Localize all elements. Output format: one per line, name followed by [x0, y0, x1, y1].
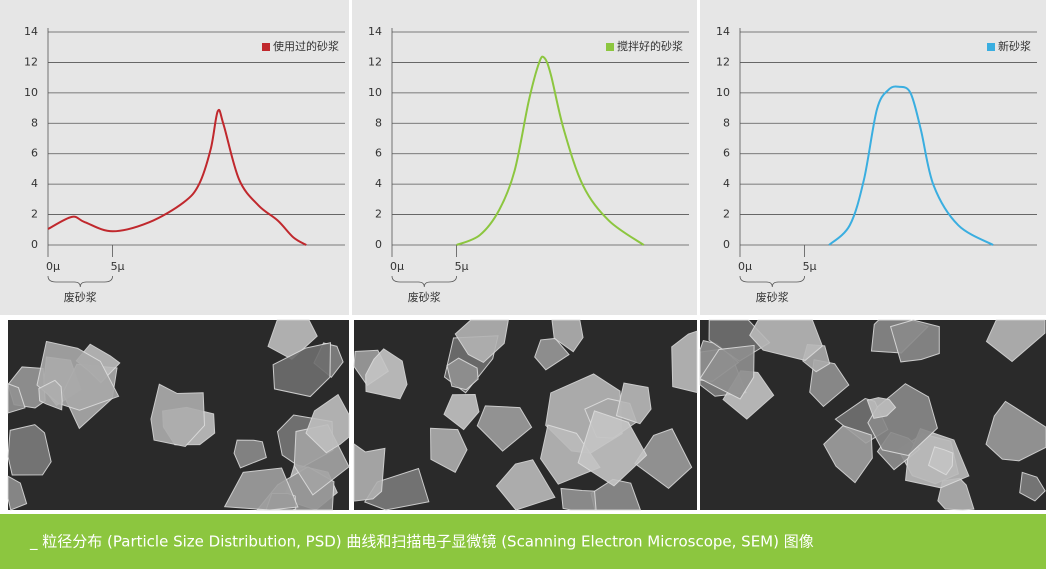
x-tick-label: 5μ — [455, 260, 469, 273]
brace — [391, 275, 457, 288]
particle — [889, 319, 940, 363]
y-tick-label: 8 — [375, 116, 382, 129]
particle — [38, 379, 63, 411]
particle — [7, 475, 28, 511]
particle — [495, 459, 556, 511]
annotation: 废砂浆 — [408, 290, 441, 304]
legend-swatch — [262, 43, 270, 51]
y-tick-label: 8 — [723, 116, 730, 129]
y-tick-label: 12 — [716, 55, 730, 68]
legend-label: 新砂浆 — [998, 39, 1031, 53]
caption: _ 粒径分布 (Particle Size Distribution, PSD)… — [29, 533, 814, 552]
particle — [985, 319, 1046, 363]
panel — [700, 0, 1046, 315]
particle — [454, 319, 509, 364]
y-tick-label: 2 — [375, 208, 382, 221]
y-tick-label: 6 — [375, 147, 382, 160]
x-tick-label: 0μ — [738, 260, 752, 273]
x-tick-label: 5μ — [111, 260, 125, 273]
y-tick-label: 8 — [31, 116, 38, 129]
y-tick-label: 4 — [375, 177, 382, 190]
legend-swatch — [606, 43, 614, 51]
particle — [476, 405, 533, 452]
y-tick-label: 4 — [31, 177, 38, 190]
particle — [985, 400, 1046, 462]
y-tick-label: 0 — [31, 238, 38, 251]
particle — [443, 393, 480, 431]
particle — [749, 319, 823, 361]
legend-label: 搅拌好的砂浆 — [617, 39, 683, 53]
legend-swatch — [987, 43, 995, 51]
particle — [560, 487, 597, 511]
annotation: 废砂浆 — [756, 290, 789, 304]
x-tick-label: 0μ — [46, 260, 60, 273]
particle — [430, 427, 468, 473]
annotation: 废砂浆 — [64, 290, 97, 304]
y-tick-label: 6 — [31, 147, 38, 160]
y-tick-label: 2 — [31, 208, 38, 221]
y-tick-label: 12 — [368, 55, 382, 68]
particle — [615, 382, 652, 425]
particle — [866, 397, 897, 419]
y-tick-label: 12 — [24, 55, 38, 68]
y-tick-label: 0 — [723, 238, 730, 251]
panel — [352, 0, 697, 315]
particle — [223, 467, 299, 511]
particle — [7, 383, 26, 414]
particle — [809, 359, 850, 408]
particle — [365, 348, 408, 400]
legend-label: 使用过的砂浆 — [273, 39, 339, 53]
brace — [739, 275, 805, 288]
x-tick-label: 0μ — [390, 260, 404, 273]
particle — [551, 319, 584, 353]
sem-image — [7, 319, 350, 511]
particle — [577, 410, 648, 487]
x-tick-label: 5μ — [803, 260, 817, 273]
particle — [540, 424, 601, 485]
y-tick-label: 10 — [24, 86, 38, 99]
particle — [927, 446, 954, 476]
panel — [0, 0, 349, 315]
particle — [823, 425, 873, 484]
caption-band — [0, 514, 1046, 569]
particle — [446, 357, 479, 391]
line — [456, 55, 645, 246]
particle — [1019, 471, 1046, 502]
particle — [7, 424, 52, 476]
particle — [699, 344, 755, 400]
y-tick-label: 14 — [24, 25, 38, 38]
y-tick-label: 14 — [368, 25, 382, 38]
y-tick-label: 6 — [723, 147, 730, 160]
y-tick-label: 0 — [375, 238, 382, 251]
particle — [634, 428, 693, 490]
sem-image — [699, 319, 1046, 511]
y-tick-label: 4 — [723, 177, 730, 190]
particle — [305, 393, 350, 454]
particle — [353, 442, 386, 502]
sem-image — [353, 319, 698, 511]
y-tick-label: 10 — [716, 86, 730, 99]
y-tick-label: 14 — [716, 25, 730, 38]
particle — [233, 439, 267, 469]
y-tick-label: 10 — [368, 86, 382, 99]
y-tick-label: 2 — [723, 208, 730, 221]
line — [828, 85, 994, 246]
line — [47, 108, 307, 246]
particle — [671, 330, 698, 394]
particle — [937, 477, 975, 511]
particle — [272, 342, 331, 398]
particle — [150, 383, 206, 448]
brace — [47, 275, 113, 288]
